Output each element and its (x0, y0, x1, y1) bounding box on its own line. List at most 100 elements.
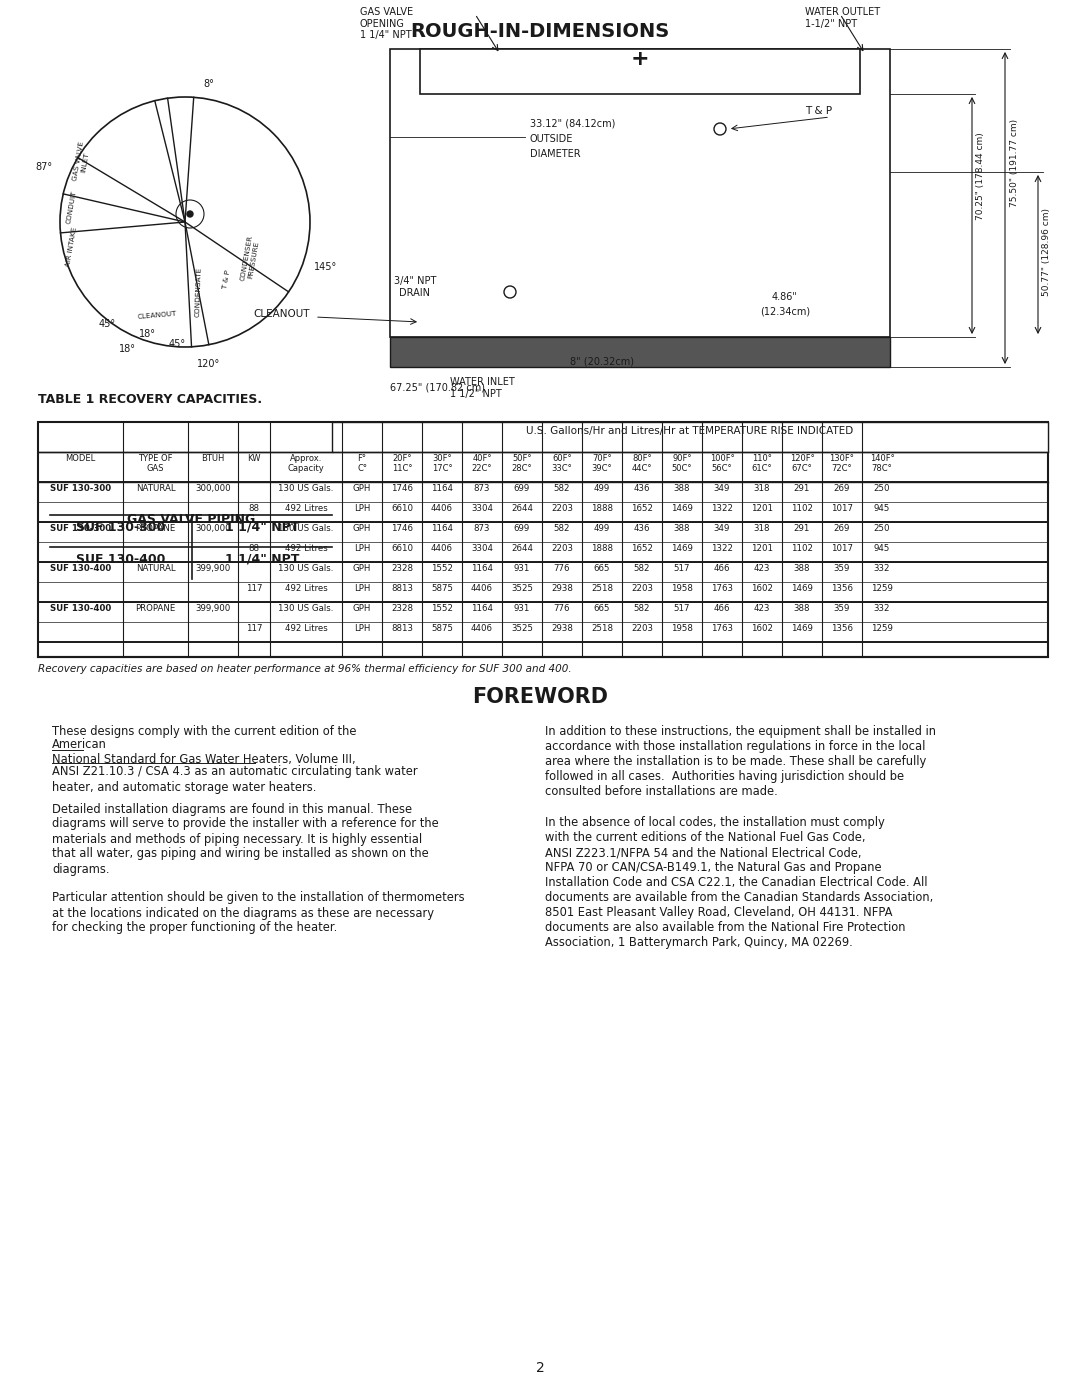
Text: 423: 423 (754, 604, 770, 613)
Text: GPH: GPH (353, 483, 372, 493)
Text: 1469: 1469 (791, 624, 813, 633)
Bar (50, 507, 332, 619)
Text: 130F°
72C°: 130F° 72C° (829, 454, 854, 474)
Text: 8°: 8° (203, 80, 214, 89)
Text: 3525: 3525 (511, 584, 534, 592)
Text: 2938: 2938 (551, 584, 572, 592)
Text: 665: 665 (594, 564, 610, 573)
Text: 776: 776 (554, 604, 570, 613)
Text: 665: 665 (594, 604, 610, 613)
Text: 388: 388 (674, 524, 690, 534)
Text: 1164: 1164 (431, 524, 453, 534)
Text: 110°
61C°: 110° 61C° (752, 454, 772, 474)
Text: 492 Litres: 492 Litres (285, 624, 327, 633)
Text: 40F°
22C°: 40F° 22C° (472, 454, 492, 474)
Text: 1552: 1552 (431, 564, 453, 573)
Text: 33.12" (84.12cm): 33.12" (84.12cm) (530, 119, 616, 129)
Text: 8" (20.32cm): 8" (20.32cm) (570, 358, 634, 367)
Text: (12.34cm): (12.34cm) (760, 307, 810, 317)
Text: 2328: 2328 (391, 604, 413, 613)
Text: 699: 699 (514, 483, 530, 493)
Text: 332: 332 (874, 564, 890, 573)
Text: OUTSIDE: OUTSIDE (530, 134, 573, 144)
Text: 1017: 1017 (831, 543, 853, 553)
Text: SUF 130-400: SUF 130-400 (50, 604, 111, 613)
Text: 1652: 1652 (631, 504, 653, 513)
Text: 492 Litres: 492 Litres (285, 584, 327, 592)
Text: 87°: 87° (35, 162, 52, 172)
Text: 1259: 1259 (872, 584, 893, 592)
Text: 2203: 2203 (631, 624, 653, 633)
Text: These designs comply with the current edition of the: These designs comply with the current ed… (52, 725, 360, 738)
Text: 4406: 4406 (431, 543, 453, 553)
Text: 517: 517 (674, 564, 690, 573)
Text: 1259: 1259 (872, 624, 893, 633)
Text: T & P: T & P (805, 106, 832, 116)
Text: 5875: 5875 (431, 584, 453, 592)
Text: In the absence of local codes, the installation must comply
with the current edi: In the absence of local codes, the insta… (545, 816, 933, 949)
Text: PROPANE: PROPANE (135, 604, 176, 613)
Text: LPH: LPH (354, 543, 370, 553)
Text: GPH: GPH (353, 564, 372, 573)
Text: 88: 88 (248, 504, 259, 513)
Text: American
National Standard for Gas Water Heaters, Volume III,: American National Standard for Gas Water… (52, 739, 355, 767)
Text: 517: 517 (674, 604, 690, 613)
Text: 67.25" (170.82 cm): 67.25" (170.82 cm) (390, 381, 485, 393)
Text: 117: 117 (246, 624, 262, 633)
Text: 873: 873 (474, 483, 490, 493)
Text: 5875: 5875 (431, 624, 453, 633)
Text: 88: 88 (248, 543, 259, 553)
Text: Detailed installation diagrams are found in this manual. These
diagrams will ser: Detailed installation diagrams are found… (52, 802, 438, 876)
Text: T & P: T & P (222, 270, 231, 289)
Text: 70.25" (178.44 cm): 70.25" (178.44 cm) (976, 133, 985, 219)
Text: 80F°
44C°: 80F° 44C° (632, 454, 652, 474)
Text: 1 1/4" NPT: 1 1/4" NPT (225, 553, 299, 566)
Text: 120F°
67C°: 120F° 67C° (789, 454, 814, 474)
Text: 1602: 1602 (751, 624, 773, 633)
Text: GAS VALVE PIPING: GAS VALVE PIPING (126, 513, 255, 527)
Text: 3304: 3304 (471, 504, 492, 513)
Text: 492 Litres: 492 Litres (285, 504, 327, 513)
Text: 300,000: 300,000 (195, 524, 231, 534)
Text: 1164: 1164 (471, 604, 492, 613)
Text: 1652: 1652 (631, 543, 653, 553)
Text: KW: KW (247, 454, 260, 462)
Text: Approx.
Capacity: Approx. Capacity (287, 454, 324, 474)
Text: 120°: 120° (197, 359, 220, 369)
Bar (38, 422, 1048, 657)
Text: 945: 945 (874, 543, 890, 553)
Text: 2203: 2203 (551, 504, 573, 513)
Text: MODEL: MODEL (66, 454, 96, 462)
Text: 349: 349 (714, 483, 730, 493)
Text: Recovery capacities are based on heater performance at 96% thermal efficiency fo: Recovery capacities are based on heater … (38, 664, 571, 673)
Text: 349: 349 (714, 524, 730, 534)
Text: 499: 499 (594, 483, 610, 493)
Bar (390, 337, 890, 367)
Text: 4406: 4406 (471, 624, 492, 633)
Text: 45°: 45° (168, 339, 186, 349)
Bar (420, 49, 860, 94)
Text: 2: 2 (536, 1361, 544, 1375)
Text: 3/4" NPT
DRAIN: 3/4" NPT DRAIN (394, 277, 436, 298)
Text: F°
C°: F° C° (357, 454, 367, 474)
Text: 359: 359 (834, 564, 850, 573)
Text: GPH: GPH (353, 604, 372, 613)
Text: SUF 130-300: SUF 130-300 (50, 524, 111, 534)
Text: 582: 582 (634, 564, 650, 573)
Text: 1746: 1746 (391, 483, 413, 493)
Text: 100F°
56C°: 100F° 56C° (710, 454, 734, 474)
Bar (332, 422, 1048, 453)
Text: 1469: 1469 (671, 504, 693, 513)
Text: 1469: 1469 (671, 543, 693, 553)
Text: 332: 332 (874, 604, 890, 613)
Text: 1763: 1763 (711, 584, 733, 592)
Text: 250: 250 (874, 483, 890, 493)
Text: NATURAL: NATURAL (136, 564, 175, 573)
Text: 75.50" (191.77 cm): 75.50" (191.77 cm) (1010, 119, 1020, 207)
Text: CONDENSATE: CONDENSATE (195, 267, 203, 317)
Text: 250: 250 (874, 524, 890, 534)
Text: 50.77" (128.96 cm): 50.77" (128.96 cm) (1042, 208, 1051, 296)
Text: 3304: 3304 (471, 543, 492, 553)
Text: 2518: 2518 (591, 624, 613, 633)
Text: 873: 873 (474, 524, 490, 534)
